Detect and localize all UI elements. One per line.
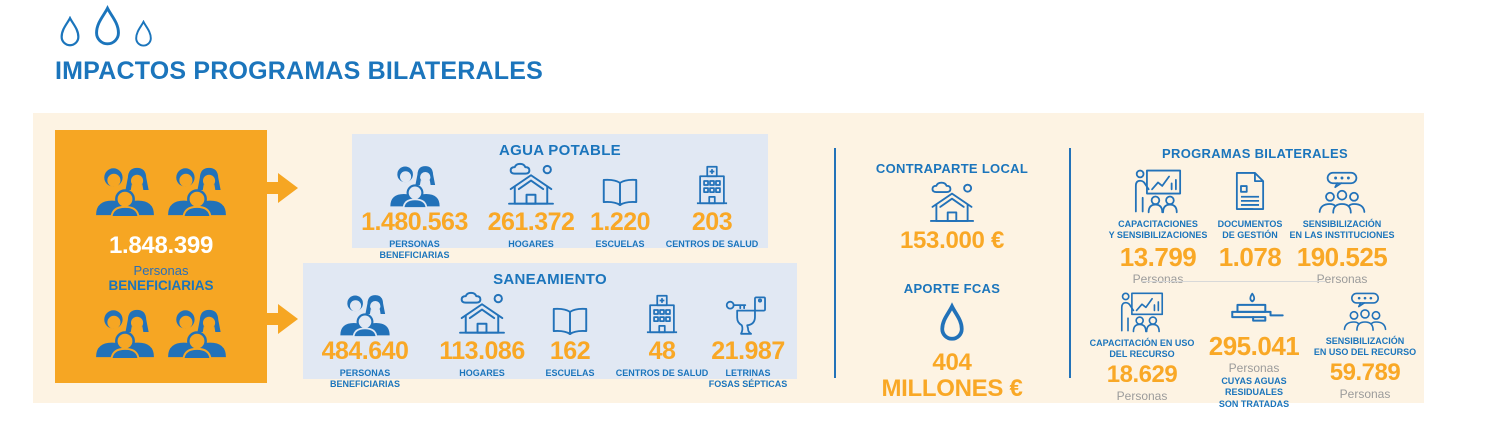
agua-potable-title: AGUA POTABLE [499, 142, 621, 159]
aporte-fcas-value: 404 [932, 349, 972, 376]
stat-centros-de-salud: 48 CENTROS DE SALUD [612, 291, 712, 379]
stat-label: HOGARES [508, 239, 554, 249]
stat-label: CAPACITACIONES Y SENSIBILIZACIONES [1108, 219, 1208, 241]
stat-aguas-residuales-tratadas: 295.041 Personas CUYAS AGUAS RESIDUALES … [1194, 289, 1314, 410]
logo-water-drops [58, 5, 154, 48]
document-icon [1235, 172, 1265, 210]
aporte-fcas-unit: MILLONES € [881, 375, 1023, 402]
stat-value: 295.041 [1208, 331, 1300, 361]
water-treatment-icon [1231, 292, 1284, 322]
stat-value: 59.789 [1329, 358, 1401, 386]
stat-label: SENSIBILIZACIÓN EN USO DEL RECURSO [1313, 336, 1417, 358]
stat-value: 18.629 [1106, 360, 1178, 388]
stat-label: CUYAS AGUAS RESIDUALES SON TRATADAS [1218, 376, 1290, 409]
beneficiaries-box: 1.848.399 Personas BENEFICIARIAS [55, 130, 267, 383]
stat-capacitacion-uso-recurso: CAPACITACIÓN EN USO DEL RECURSO 18.629 P… [1086, 291, 1198, 403]
training-presentation-icon [1134, 169, 1182, 214]
stat-personas-beneficiarias: 484.640 PERSONAS BENEFICIARIAS [308, 291, 422, 390]
stat-sensibilizacion-instituciones: SENSIBILIZACIÓN EN LAS INSTITUCIONES 190… [1288, 166, 1396, 286]
stat-personas-beneficiarias: 1.480.563 PERSONAS BENEFICIARIAS [357, 162, 472, 261]
stat-sub: Personas [1228, 361, 1280, 375]
total-beneficiaries-label: BENEFICIARIAS [108, 278, 214, 293]
stat-capacitaciones: CAPACITACIONES Y SENSIBILIZACIONES 13.79… [1105, 166, 1211, 286]
programas-bilaterales-title: PROGRAMAS BILATERALES [1162, 146, 1348, 161]
health-center-icon [646, 294, 678, 334]
open-book-icon [552, 307, 588, 336]
training-presentation-icon [1120, 292, 1164, 333]
saneamiento-title: SANEAMIENTO [493, 271, 607, 288]
water-drop-icon [940, 302, 964, 341]
family-icon [340, 295, 390, 337]
stat-sub: Personas [1116, 388, 1168, 403]
open-book-icon [602, 178, 638, 207]
stat-label: SENSIBILIZACIÓN EN LAS INSTITUCIONES [1289, 219, 1395, 241]
stat-label: ESCUELAS [545, 368, 595, 378]
stat-sub: Personas [1339, 386, 1391, 401]
vertical-divider [834, 148, 836, 378]
stat-centros-de-salud: 203 CENTROS DE SALUD [662, 162, 762, 250]
stat-label: DOCUMENTOS DE GESTIÓN [1217, 219, 1283, 241]
stat-value: 261.372 [487, 208, 575, 236]
family-icon [96, 309, 154, 359]
stat-escuelas: 162 ESCUELAS [530, 291, 610, 379]
arrow-right-icon [262, 304, 298, 334]
family-icons-row [55, 163, 267, 217]
stat-value: 21.987 [711, 337, 785, 365]
stat-label: PERSONAS BENEFICIARIAS [329, 368, 400, 389]
stat-label: CENTROS DE SALUD [615, 368, 709, 378]
house-icon [929, 181, 975, 222]
funding-section: CONTRAPARTE LOCAL 153.000 € APORTE FCAS … [870, 161, 1034, 401]
stat-value: 203 [691, 208, 733, 236]
family-icon [168, 167, 226, 217]
vertical-divider [1069, 148, 1071, 378]
total-beneficiaries-value: 1.848.399 [108, 232, 214, 259]
stat-value: 48 [648, 337, 676, 365]
stat-value: 162 [549, 337, 591, 365]
agua-potable-box: AGUA POTABLE 1.480.563 PERSONAS BENEFICI… [352, 134, 768, 260]
stat-value: 1.480.563 [361, 208, 468, 236]
contraparte-local-value: 153.000 € [899, 227, 1005, 254]
contraparte-local-title: CONTRAPARTE LOCAL [875, 161, 1029, 176]
arrow-right-icon [262, 173, 298, 203]
page-title: IMPACTOS PROGRAMAS BILATERALES [55, 57, 543, 85]
stat-hogares: 261.372 HOGARES [476, 162, 586, 250]
stat-documentos: DOCUMENTOS DE GESTIÓN 1.078 [1197, 166, 1303, 270]
stat-label: ESCUELAS [595, 239, 645, 249]
stat-hogares: 113.086 HOGARES [427, 291, 537, 379]
stat-label: PERSONAS BENEFICIARIAS [379, 239, 450, 260]
group-speech-icon [1343, 292, 1387, 331]
stat-label: CENTROS DE SALUD [665, 239, 759, 249]
family-icons-row [55, 305, 267, 359]
latrine-icon [725, 296, 766, 335]
family-icon [96, 167, 154, 217]
group-speech-icon [1318, 171, 1366, 214]
stat-value: 1.078 [1218, 241, 1282, 272]
horizontal-divider [1142, 281, 1325, 282]
stat-value: 190.525 [1296, 241, 1388, 272]
house-icon [459, 291, 505, 334]
water-drop-icon [95, 5, 120, 46]
stat-value: 13.799 [1119, 241, 1197, 272]
stat-label: HOGARES [459, 368, 505, 378]
family-icon [168, 309, 226, 359]
stat-value: 113.086 [439, 337, 525, 365]
stat-sensibilizacion-uso-recurso: SENSIBILIZACIÓN EN USO DEL RECURSO 59.78… [1308, 289, 1422, 401]
family-icon [389, 166, 440, 208]
stat-value: 484.640 [321, 337, 409, 365]
water-drop-icon [135, 20, 152, 47]
stat-letrinas: 21.987 LETRINAS FOSAS SÉPTICAS [696, 291, 800, 390]
house-icon [508, 162, 554, 205]
stat-sub: Personas [1132, 271, 1184, 286]
stat-escuelas: 1.220 ESCUELAS [575, 162, 665, 250]
health-center-icon [696, 165, 728, 205]
total-beneficiaries-personas: Personas [133, 263, 189, 278]
stat-value: 1.220 [589, 208, 651, 236]
stat-label: CAPACITACIÓN EN USO DEL RECURSO [1089, 338, 1195, 360]
stat-sub: Personas [1316, 271, 1368, 286]
aporte-fcas-title: APORTE FCAS [903, 281, 1001, 296]
water-drop-icon [60, 16, 80, 47]
stat-label: LETRINAS FOSAS SÉPTICAS [708, 368, 788, 389]
saneamiento-box: SANEAMIENTO 484.640 PERSONAS BENEFICIARI… [303, 263, 797, 389]
